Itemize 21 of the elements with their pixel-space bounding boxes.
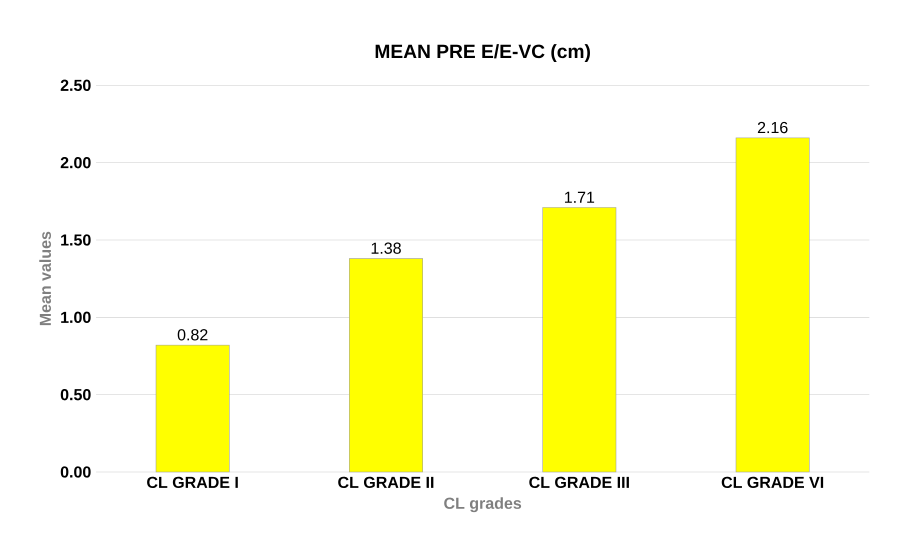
y-tick-label: 0.00 xyxy=(60,466,91,478)
y-tick-label: 1.00 xyxy=(61,312,91,324)
x-tick-label: CL GRADE VI xyxy=(722,476,824,488)
data-label: 2.16 xyxy=(758,122,788,134)
y-tick-label: 0.50 xyxy=(60,389,91,400)
y-tick-label: 2.00 xyxy=(60,157,91,168)
data-label: 1.71 xyxy=(564,192,594,203)
bar xyxy=(349,258,423,472)
x-tick-label: CL GRADE III xyxy=(529,476,629,488)
bar xyxy=(542,207,616,472)
y-axis-title: Mean values xyxy=(39,232,51,326)
y-tick-label: 2.50 xyxy=(60,80,91,92)
x-tick-label: CL GRADE I xyxy=(147,476,238,488)
data-label: 0.82 xyxy=(178,329,208,341)
data-label: 1.38 xyxy=(372,242,401,254)
bar xyxy=(736,138,810,472)
y-tick-label: 1.50 xyxy=(61,234,91,246)
chart-title: MEAN PRE E/E-VC (cm) xyxy=(376,44,590,62)
bar xyxy=(156,345,230,472)
x-axis-title: CL grades xyxy=(444,497,522,512)
x-tick-label: CL GRADE II xyxy=(338,476,434,488)
